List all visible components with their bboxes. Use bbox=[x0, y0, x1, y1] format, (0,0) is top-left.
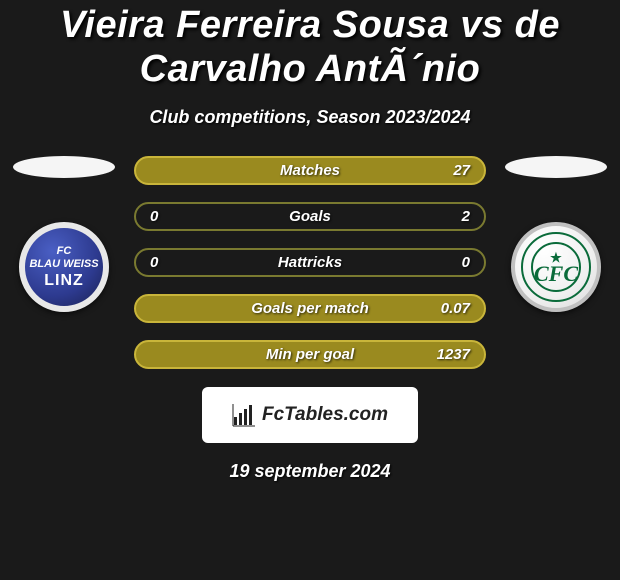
stat-bar: 0Hattricks0 bbox=[134, 248, 486, 277]
stat-label: Goals per match bbox=[190, 300, 430, 317]
comparison-area: FC BLAU WEISS LINZ Matches270Goals20Hatt… bbox=[10, 156, 610, 369]
stat-bars: Matches270Goals20Hattricks0Goals per mat… bbox=[134, 156, 486, 369]
snapshot-date: 19 september 2024 bbox=[10, 461, 610, 482]
stat-label: Matches bbox=[190, 162, 430, 179]
stat-bar: Min per goal1237 bbox=[134, 340, 486, 369]
stat-value-right: 0 bbox=[430, 254, 470, 271]
season-subtitle: Club competitions, Season 2023/2024 bbox=[10, 107, 610, 128]
stat-value-left: 0 bbox=[150, 208, 190, 225]
stat-value-right: 2 bbox=[430, 208, 470, 225]
team-badge-right-monogram: CFC bbox=[534, 265, 578, 284]
stat-bar: Goals per match0.07 bbox=[134, 294, 486, 323]
stat-label: Goals bbox=[190, 208, 430, 225]
right-name-pill bbox=[505, 156, 607, 178]
stat-label: Min per goal bbox=[190, 346, 430, 363]
page-title: Vieira Ferreira Sousa vs de Carvalho Ant… bbox=[10, 0, 610, 91]
stat-value-right: 27 bbox=[430, 162, 470, 179]
left-side: FC BLAU WEISS LINZ bbox=[10, 156, 118, 312]
left-name-pill bbox=[13, 156, 115, 178]
stat-bar: Matches27 bbox=[134, 156, 486, 185]
stat-value-left: 0 bbox=[150, 254, 190, 271]
team-badge-right: ★ CFC bbox=[511, 222, 601, 312]
team-badge-left: FC BLAU WEISS LINZ bbox=[19, 222, 109, 312]
right-side: ★ CFC bbox=[502, 156, 610, 312]
bar-chart-icon bbox=[232, 403, 256, 427]
fctables-watermark: FcTables.com bbox=[202, 387, 418, 443]
stat-value-right: 1237 bbox=[430, 346, 470, 363]
fctables-label: FcTables.com bbox=[262, 404, 388, 426]
stat-label: Hattricks bbox=[190, 254, 430, 271]
stat-bar: 0Goals2 bbox=[134, 202, 486, 231]
team-badge-left-label: FC BLAU WEISS LINZ bbox=[29, 245, 98, 289]
stat-value-right: 0.07 bbox=[430, 300, 470, 317]
